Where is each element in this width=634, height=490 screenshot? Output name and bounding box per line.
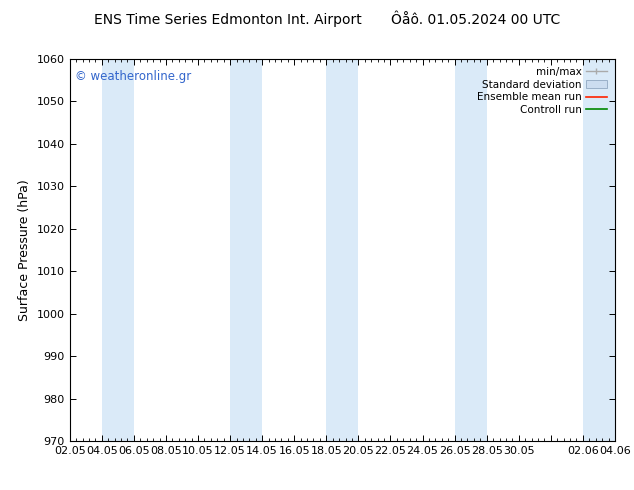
Text: ENS Time Series Edmonton Int. Airport: ENS Time Series Edmonton Int. Airport (94, 13, 362, 27)
Legend: min/max, Standard deviation, Ensemble mean run, Controll run: min/max, Standard deviation, Ensemble me… (474, 64, 610, 118)
Bar (102, 59, 134, 441)
Text: Ôåô. 01.05.2024 00 UTC: Ôåô. 01.05.2024 00 UTC (391, 13, 560, 27)
Bar (583, 59, 615, 441)
Bar (455, 59, 487, 441)
Y-axis label: Surface Pressure (hPa): Surface Pressure (hPa) (18, 179, 31, 321)
Text: © weatheronline.gr: © weatheronline.gr (75, 70, 191, 83)
Bar (230, 59, 262, 441)
Bar (327, 59, 358, 441)
